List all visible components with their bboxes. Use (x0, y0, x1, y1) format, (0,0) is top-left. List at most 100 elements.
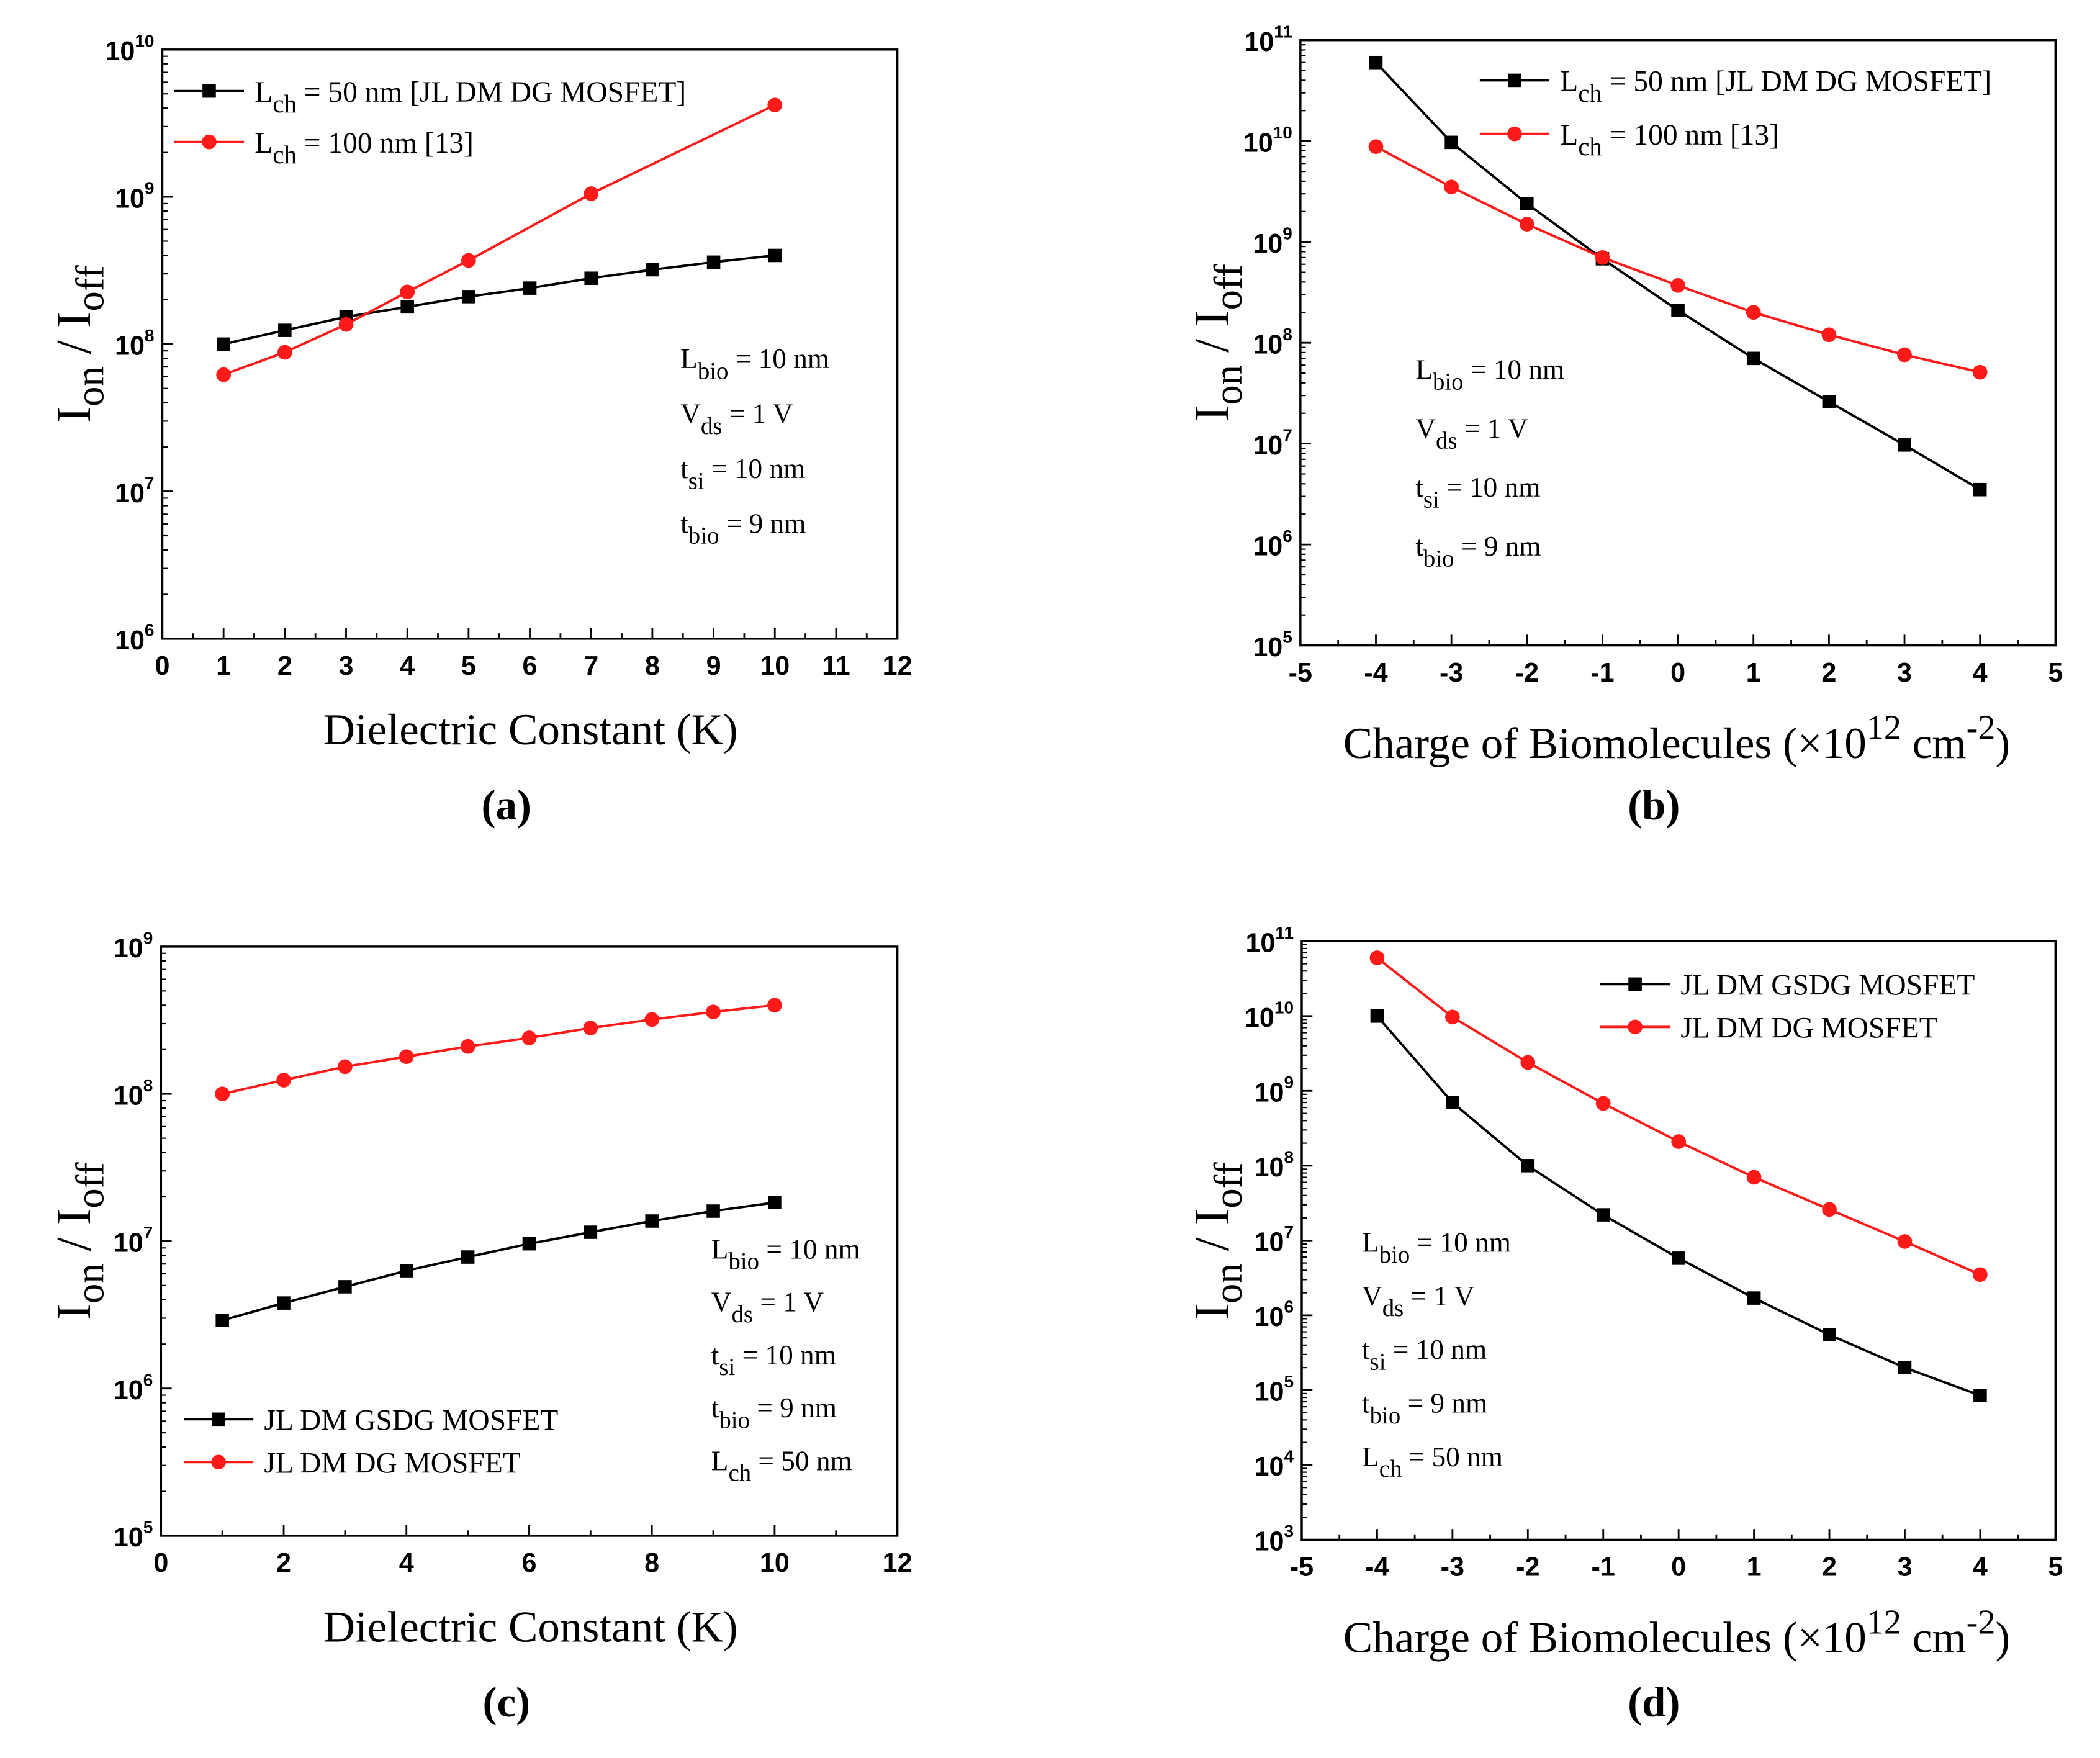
x-label-superscript: -2 (1967, 709, 1996, 747)
y-tick-label: 107 (115, 473, 155, 508)
parameter-annotation: Lbio = 10 nm (711, 1233, 860, 1274)
annotation-value: = 9 nm (750, 1392, 837, 1423)
annotation-subscript: bio (1433, 369, 1464, 395)
x-tick-label: 1 (216, 651, 231, 681)
y-tick-exponent: 7 (1282, 425, 1292, 444)
data-point-circle (584, 186, 599, 201)
data-point-circle (461, 253, 476, 268)
panel-label-b: (b) (1628, 781, 1680, 829)
x-tick-label: 2 (277, 651, 292, 681)
parameter-annotation: Lch = 50 nm (1362, 1441, 1503, 1482)
legend-label-text: = 50 nm [JL DM DG MOSFET] (1602, 66, 1991, 98)
data-point-square (768, 248, 782, 263)
legend-label-subscript: ch (273, 140, 297, 169)
data-point-square (768, 1196, 782, 1209)
annotation-value: = 1 V (1458, 413, 1528, 444)
y-tick-label: 1011 (1244, 22, 1292, 57)
series-line-red (1375, 145, 1981, 374)
x-tick-label: 12 (883, 651, 913, 681)
y-tick-exponent: 6 (143, 1370, 153, 1389)
data-point-circle (1972, 364, 1988, 380)
annotation-symbol: t (1362, 1388, 1370, 1419)
parameter-annotation: tbio = 9 nm (680, 508, 806, 549)
legend-label-text: = 100 nm [13] (297, 127, 474, 160)
x-tick-label: 0 (153, 1548, 168, 1578)
x-tick-label: 1 (1747, 1553, 1762, 1582)
y-tick-exponent: 7 (145, 473, 155, 492)
annotation-symbol: V (711, 1287, 732, 1318)
legend-label-text: = 100 nm [13] (1602, 119, 1779, 151)
y-tick-label: 104 (1254, 1447, 1294, 1482)
y-label-part: / I (47, 1209, 101, 1264)
legend-label: JL DM DG MOSFET (264, 1448, 520, 1480)
y-tick-label: 106 (115, 621, 155, 656)
annotation-value: = 1 V (1404, 1281, 1474, 1312)
y-tick-exponent: 8 (145, 326, 155, 345)
y-tick-exponent: 3 (1284, 1521, 1294, 1541)
y-label-subscript: off (1205, 1162, 1250, 1209)
legend-label-main: L (255, 76, 273, 109)
y-tick-base: 10 (1253, 330, 1282, 359)
series-line-black (223, 254, 775, 346)
annotation-subscript: si (688, 467, 705, 494)
annotation-value: = 9 nm (1454, 531, 1541, 562)
x-axis-label: Dielectric Constant (K) (323, 1603, 738, 1651)
parameter-annotation: tsi = 10 nm (1415, 472, 1540, 513)
data-point-square (706, 1204, 720, 1218)
data-point-circle (1897, 1234, 1913, 1249)
y-tick-exponent: 7 (1284, 1222, 1294, 1242)
data-point-circle (400, 284, 415, 300)
data-point-square (523, 281, 537, 295)
y-tick-label: 107 (114, 1223, 153, 1258)
x-label-superscript: 12 (1867, 1603, 1901, 1641)
data-point-circle (1822, 1202, 1837, 1217)
y-tick-exponent: 6 (1282, 526, 1292, 546)
data-point-circle (1973, 1267, 1988, 1282)
y-tick-exponent: 9 (145, 179, 155, 198)
data-point-square (706, 255, 721, 269)
legend-label-subscript: ch (273, 89, 297, 118)
data-point-circle (583, 1021, 598, 1035)
y-tick-exponent: 7 (143, 1223, 153, 1242)
x-tick-label: 4 (400, 651, 415, 681)
parameter-annotation: tbio = 9 nm (1362, 1388, 1487, 1429)
parameter-annotation: tsi = 10 nm (680, 453, 805, 494)
data-point-circle (277, 345, 292, 360)
y-tick-label: 107 (1254, 1222, 1294, 1258)
parameter-annotation: Vds = 1 V (1362, 1281, 1475, 1322)
annotation-symbol: t (680, 508, 688, 539)
data-point-square (1973, 1389, 1987, 1402)
y-tick-base: 10 (1253, 431, 1282, 461)
y-tick-exponent: 5 (143, 1518, 153, 1537)
x-axis-label: Dielectric Constant (K) (323, 706, 738, 754)
legend-marker-circle (1507, 126, 1522, 142)
x-label-superscript: 12 (1867, 709, 1901, 747)
y-tick-base: 10 (115, 184, 145, 214)
y-tick-label: 109 (114, 929, 153, 964)
y-tick-label: 103 (1254, 1521, 1294, 1557)
parameter-annotation: Lch = 50 nm (711, 1445, 852, 1486)
annotation-value: = 10 nm (759, 1233, 860, 1264)
y-axis-label: Ion / Ioff (47, 265, 112, 423)
annotation-subscript: bio (728, 1248, 759, 1275)
annotation-value: = 10 nm (728, 343, 829, 374)
annotation-symbol: L (711, 1233, 729, 1264)
y-tick-base: 10 (1245, 929, 1275, 958)
legend-marker-square (212, 1412, 225, 1427)
y-tick-base: 10 (115, 479, 145, 508)
y-tick-label: 1010 (1243, 123, 1292, 158)
legend-label-text: JL DM DG MOSFET (1680, 1012, 1937, 1045)
annotation-subscript: ds (1382, 1295, 1404, 1322)
annotation-subscript: ch (1379, 1456, 1402, 1482)
x-tick-label: 7 (584, 651, 598, 681)
data-point-circle (1520, 1055, 1536, 1070)
parameter-annotation: Vds = 1 V (680, 399, 793, 440)
annotation-symbol: t (1415, 472, 1423, 503)
y-tick-base: 10 (1254, 1078, 1284, 1108)
y-tick-label: 105 (114, 1518, 153, 1553)
annotation-subscript: ds (701, 413, 723, 440)
legend-marker-circle (1628, 1019, 1643, 1035)
legend-marker-circle (211, 1454, 226, 1470)
